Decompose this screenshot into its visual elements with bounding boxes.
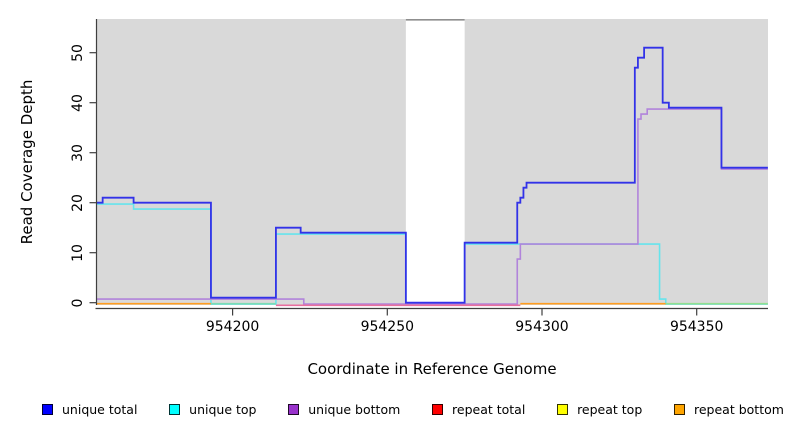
legend-swatch-unique-bottom <box>288 403 300 415</box>
legend-label: repeat bottom <box>694 401 784 417</box>
legend-swatch-repeat-top <box>557 403 569 415</box>
legend-label: unique bottom <box>308 401 401 417</box>
no-data-gap-band <box>405 19 465 305</box>
y-tick-label: 50 <box>70 43 86 62</box>
legend-label: unique top <box>189 401 257 417</box>
legend-swatch-unique-top <box>169 403 181 415</box>
x-tick-label: 954350 <box>669 319 724 335</box>
legend-item-unique-bottom: unique bottom <box>288 402 400 417</box>
x-tick-label: 954300 <box>515 319 569 335</box>
legend-item-repeat-bottom: repeat bottom <box>674 402 784 417</box>
legend-item-unique-top: unique top <box>169 402 256 417</box>
legend-label: unique total <box>62 401 138 417</box>
y-tick-label: 10 <box>70 243 86 262</box>
legend-label: repeat total <box>452 401 526 417</box>
series-line-unique-bottom <box>96 108 768 305</box>
legend-swatch-repeat-total <box>432 403 444 415</box>
y-tick-label: 30 <box>70 143 86 162</box>
legend-swatch-unique-total <box>42 403 53 415</box>
x-axis-title: Coordinate in Reference Genome <box>307 360 557 378</box>
x-tick-label: 954250 <box>360 319 415 335</box>
legend-label: repeat top <box>577 401 643 417</box>
y-tick-label: 0 <box>70 298 86 308</box>
series-line-unique-total <box>96 46 768 304</box>
legend: unique total unique top unique bottom repea… <box>42 400 784 418</box>
legend-swatch-repeat-bottom <box>674 403 685 415</box>
legend-item-unique-total: unique total <box>42 402 137 417</box>
x-tick-label: 954200 <box>205 319 260 335</box>
legend-item-repeat-top: repeat top <box>557 402 642 417</box>
y-tick-label: 40 <box>70 93 86 112</box>
y-tick-label: 20 <box>70 193 86 212</box>
legend-item-repeat-total: repeat total <box>432 402 525 417</box>
y-axis-title: Read Coverage Depth <box>18 79 36 245</box>
